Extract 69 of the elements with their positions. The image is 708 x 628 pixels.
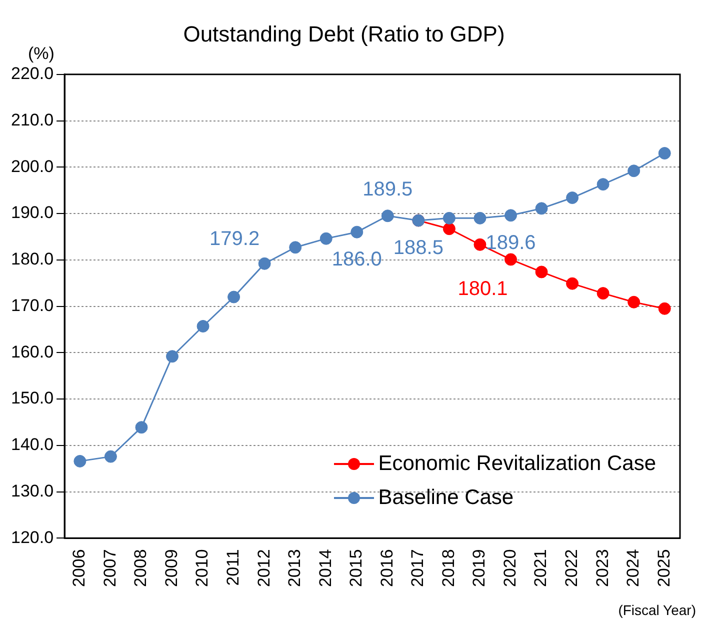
- legend-label: Economic Revitalization Case: [378, 452, 656, 476]
- point: [289, 241, 302, 254]
- point: [258, 257, 271, 270]
- point: [658, 146, 671, 160]
- point: [504, 253, 517, 266]
- x-tick-label: 2018: [438, 549, 458, 588]
- x-tick-label: 2021: [531, 549, 550, 588]
- point: [350, 226, 364, 238]
- data-label: 180.1: [458, 278, 508, 300]
- x-tick-label: 2022: [562, 549, 581, 588]
- x-tick-label: 2013: [285, 549, 304, 588]
- point: [74, 454, 86, 468]
- point: [566, 192, 579, 204]
- point: [104, 450, 117, 463]
- y-tick-label: 210.0: [10, 110, 54, 130]
- point: [228, 290, 240, 304]
- point: [196, 320, 210, 332]
- x-tick-label: 2019: [470, 549, 489, 588]
- y-axis-title: (%): [28, 44, 54, 64]
- point: [442, 212, 456, 224]
- y-tick-label: 120.0: [10, 528, 54, 547]
- x-tick-label: 2016: [377, 549, 396, 588]
- point: [442, 222, 456, 236]
- data-label: 189.5: [362, 178, 413, 200]
- point: [166, 350, 178, 363]
- point: [504, 209, 517, 222]
- point: [474, 238, 486, 251]
- data-label: 189.6: [486, 232, 536, 254]
- x-tick-label: 2012: [254, 549, 274, 588]
- point: [566, 277, 579, 290]
- point: [596, 287, 610, 300]
- x-tick-label: 2007: [100, 549, 120, 588]
- y-tick-label: 130.0: [10, 481, 54, 500]
- x-tick-label: 2014: [316, 549, 335, 588]
- point: [628, 296, 640, 308]
- point: [535, 202, 548, 215]
- x-tick-label: 2006: [70, 549, 89, 588]
- y-tick-label: 190.0: [10, 203, 54, 222]
- y-tick-label: 170.0: [10, 296, 54, 315]
- x-tick-label: 2011: [223, 549, 242, 586]
- point: [320, 232, 332, 245]
- y-tick-label: 180.0: [10, 250, 54, 269]
- x-tick-label: 2015: [346, 549, 366, 588]
- point: [628, 164, 640, 178]
- point: [135, 421, 148, 434]
- x-tick-label: 2024: [624, 549, 643, 588]
- x-tick-label: 2025: [654, 549, 674, 588]
- y-tick-label: 200.0: [10, 156, 54, 176]
- y-tick-label: 220.0: [10, 64, 54, 84]
- chart-title: Outstanding Debt (Ratio to GDP): [183, 21, 505, 46]
- y-tick-label: 160.0: [10, 342, 54, 362]
- point: [535, 266, 548, 278]
- x-tick-label: 2023: [592, 549, 612, 588]
- data-label: 179.2: [210, 228, 260, 250]
- x-axis-title: (Fiscal Year): [618, 602, 696, 618]
- point: [381, 210, 394, 222]
- x-tick-label: 2008: [131, 549, 150, 588]
- x-tick-label: 2009: [162, 549, 181, 588]
- x-tick-label: 2017: [408, 549, 428, 588]
- data-label: 188.5: [393, 237, 444, 260]
- x-tick-label: 2020: [500, 549, 520, 588]
- legend-label: Baseline Case: [378, 486, 514, 510]
- y-tick-label: 140.0: [10, 435, 54, 454]
- x-tick-label: 2010: [192, 549, 212, 588]
- point: [658, 302, 671, 315]
- y-tick-label: 150.0: [10, 388, 54, 408]
- point: [596, 178, 610, 191]
- point: [474, 212, 486, 224]
- data-label: 186.0: [332, 248, 382, 271]
